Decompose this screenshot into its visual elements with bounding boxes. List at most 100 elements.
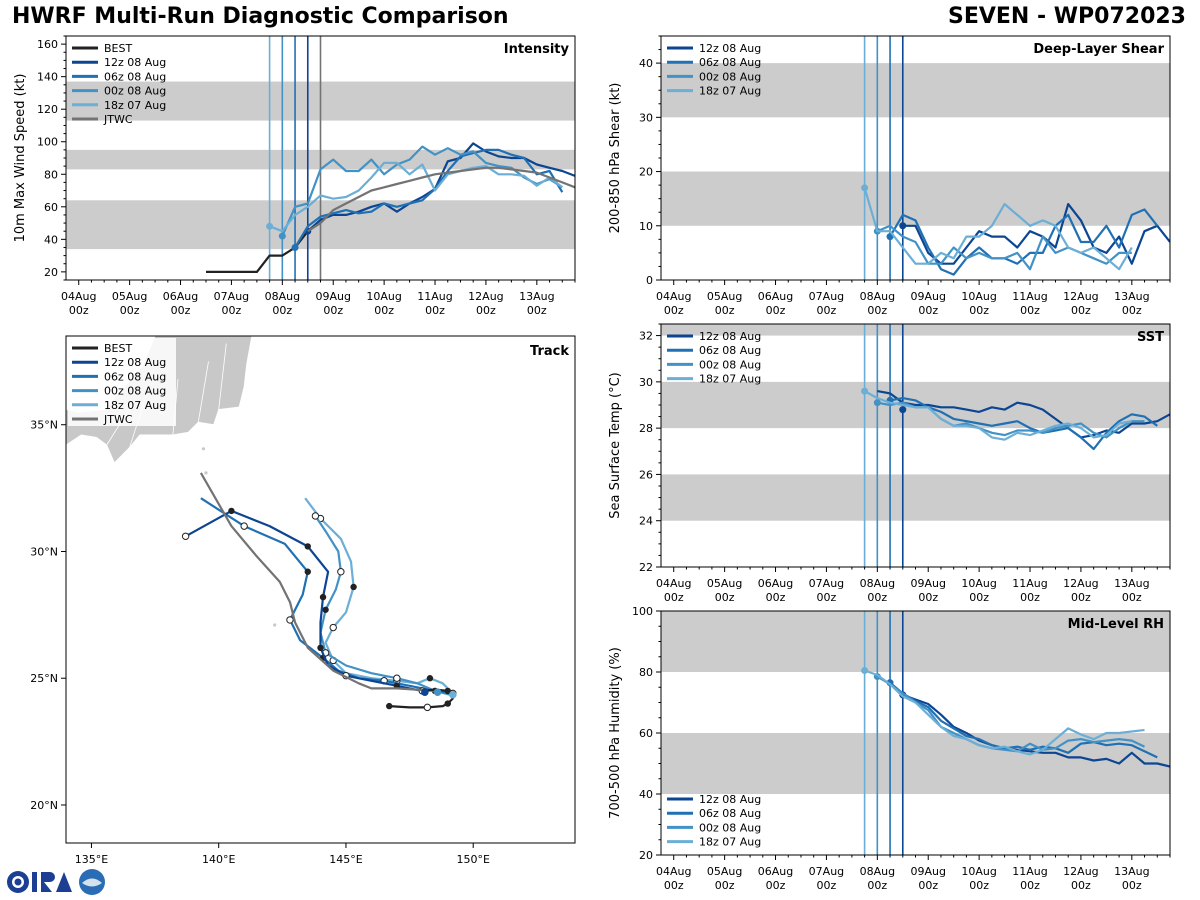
intensity-series-r12z xyxy=(307,142,575,233)
intensity-xtick-label-date: 09Aug xyxy=(315,290,350,303)
track-point-filled-best xyxy=(444,700,451,707)
track-line-best xyxy=(389,688,454,709)
sst-xtick-label-hour: 00z xyxy=(1071,591,1091,604)
intensity-ytick-label: 20 xyxy=(44,266,58,279)
rh-xtick-label-date: 10Aug xyxy=(961,865,996,878)
sst-title: SST xyxy=(1137,330,1164,345)
rh-xtick-label-hour: 00z xyxy=(1071,879,1091,892)
sst-xtick-label-hour: 00z xyxy=(817,591,837,604)
shear-panel: 01020304004Aug00z05Aug00z06Aug00z07Aug00… xyxy=(608,35,1171,317)
track-frame xyxy=(65,335,576,844)
track-point-filled-r00z xyxy=(322,606,329,613)
sst-ytick-label: 22 xyxy=(639,561,653,574)
shear-ytick-label: 30 xyxy=(639,111,653,124)
intensity-ytick-label: 140 xyxy=(37,71,58,84)
intensity-legend-label-r00z: 00z 08 Aug xyxy=(104,85,166,98)
intensity-legend-label-best: BEST xyxy=(104,42,132,55)
sst-init-point-r00z xyxy=(873,399,881,407)
sst-init-point-r12z xyxy=(899,406,907,414)
sst-xtick-label-date: 06Aug xyxy=(758,577,793,590)
intensity-series-r06z xyxy=(294,148,564,249)
rh-xtick-label-date: 04Aug xyxy=(656,865,691,878)
rh-xtick-label-hour: 00z xyxy=(969,879,989,892)
sst-xtick-label-date: 09Aug xyxy=(910,577,945,590)
sst-xtick-label-hour: 00z xyxy=(1122,591,1142,604)
rh-title: Mid-Level RH xyxy=(1068,617,1164,632)
intensity-title: Intensity xyxy=(504,42,570,57)
intensity-ytick-label: 60 xyxy=(44,201,58,214)
track-legend-label-r06z: 06z 08 Aug xyxy=(104,370,166,383)
intensity-xtick-label-hour: 00z xyxy=(476,304,496,317)
shear-xtick-label-hour: 00z xyxy=(1020,304,1040,317)
track-ytick-label: 35°N xyxy=(30,419,58,432)
track-point-hollow-r00z xyxy=(337,568,345,576)
sst-ylabel: Sea Surface Temp (°C) xyxy=(608,372,623,519)
intensity-init-point-r18z xyxy=(266,222,274,230)
intensity-panel: 2040608010012014016004Aug00z05Aug00z06Au… xyxy=(13,35,576,317)
sst-ytick-label: 32 xyxy=(639,330,653,343)
rh-series-r18z xyxy=(864,669,1145,756)
sst-xtick-label-date: 10Aug xyxy=(961,577,996,590)
rh-xtick-label-date: 05Aug xyxy=(707,865,742,878)
rh-band-1 xyxy=(661,611,1170,672)
track-xtick-label: 145°E xyxy=(329,853,362,866)
sst-xtick-label-date: 08Aug xyxy=(860,577,895,590)
shear-xtick-label-hour: 00z xyxy=(867,304,887,317)
track-ytick-label: 20°N xyxy=(30,799,58,812)
rh-ytick-label: 40 xyxy=(639,788,653,801)
shear-xtick-label-hour: 00z xyxy=(1071,304,1091,317)
sst-xtick-label-hour: 00z xyxy=(664,591,684,604)
sst-series-r18z xyxy=(864,390,1132,441)
track-point-hollow-r06z xyxy=(240,522,248,530)
shear-xtick-label-date: 09Aug xyxy=(910,290,945,303)
intensity-legend-label-r12z: 12z 08 Aug xyxy=(104,56,166,69)
island-2 xyxy=(273,623,277,627)
shear-xtick-label-date: 07Aug xyxy=(809,290,844,303)
track-point-hollow-r18z xyxy=(329,623,337,632)
intensity-xtick-label-date: 07Aug xyxy=(214,290,249,303)
track-point-filled-r12z xyxy=(304,543,311,550)
rh-xtick-label-date: 06Aug xyxy=(758,865,793,878)
track-legend-label-r00z: 00z 08 Aug xyxy=(104,385,166,398)
rh-ytick-label: 80 xyxy=(639,666,653,679)
intensity-xtick-label-hour: 00z xyxy=(222,304,242,317)
shear-init-point-r12z xyxy=(899,222,907,230)
track-ytick-label: 30°N xyxy=(30,545,58,558)
intensity-xtick-label-date: 05Aug xyxy=(112,290,147,303)
track-point-hollow-r12z xyxy=(181,532,190,540)
shear-xtick-label-date: 05Aug xyxy=(707,290,742,303)
sst-xtick-label-hour: 00z xyxy=(715,591,735,604)
sst-xtick-label-hour: 00z xyxy=(1020,591,1040,604)
sst-ytick-label: 26 xyxy=(639,468,653,481)
shear-ytick-label: 0 xyxy=(646,274,653,287)
intensity-xtick-label-date: 08Aug xyxy=(265,290,300,303)
intensity-ylabel: 10m Max Wind Speed (kt) xyxy=(13,74,28,243)
shear-legend-label-r00z: 00z 08 Aug xyxy=(699,70,761,83)
sst-band-2 xyxy=(661,324,1170,336)
intensity-xtick-label-date: 10Aug xyxy=(366,290,401,303)
shear-xtick-label-date: 13Aug xyxy=(1114,290,1149,303)
intensity-xtick-label-hour: 00z xyxy=(120,304,140,317)
rh-ytick-label: 60 xyxy=(639,727,653,740)
track-point-filled-best xyxy=(386,702,393,710)
track-point-hollow-best xyxy=(423,703,432,712)
shear-band-0 xyxy=(661,171,1170,226)
rh-panel: 2040608010004Aug00z05Aug00z06Aug00z07Aug… xyxy=(608,605,1171,892)
shear-xtick-label-hour: 00z xyxy=(969,304,989,317)
rh-xtick-label-date: 07Aug xyxy=(809,865,844,878)
rh-xtick-label-date: 13Aug xyxy=(1114,865,1149,878)
prefecture-border-2 xyxy=(197,361,209,423)
track-current-18z xyxy=(449,690,457,699)
shear-series-r18z xyxy=(863,187,1133,271)
track-map-group xyxy=(66,336,457,712)
shear-xtick-label-hour: 00z xyxy=(1122,304,1142,317)
sst-xtick-label-date: 07Aug xyxy=(809,577,844,590)
sst-ytick-label: 24 xyxy=(639,515,653,528)
track-line-jtwc xyxy=(199,472,436,692)
shear-legend-label-r18z: 18z 07 Aug xyxy=(699,85,761,98)
track-legend-label-best: BEST xyxy=(104,342,132,355)
